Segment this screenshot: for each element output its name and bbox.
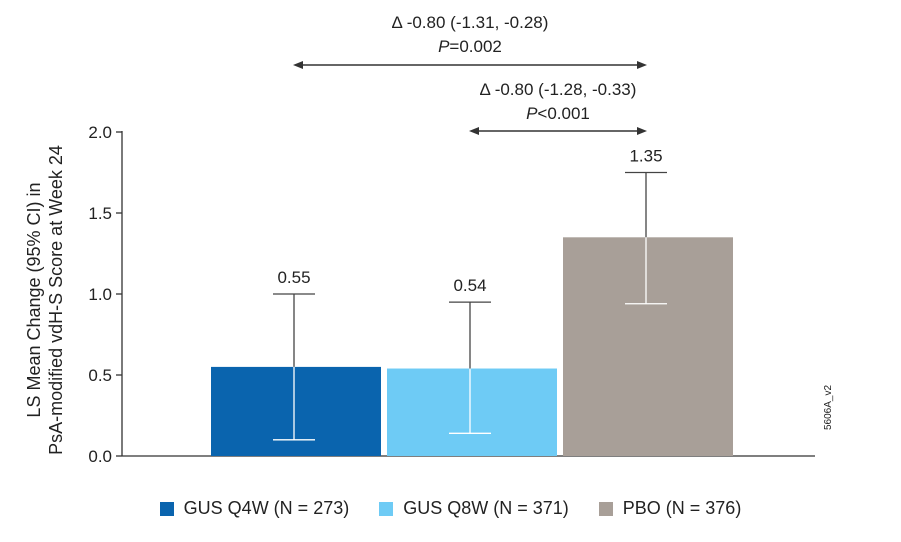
legend: GUS Q4W (N = 273) GUS Q8W (N = 371) PBO …: [0, 498, 901, 519]
comparison-p-label: P=0.002: [438, 37, 502, 56]
p-symbol: P: [526, 104, 538, 123]
p-symbol: P: [438, 37, 450, 56]
y-axis-label-line1: LS Mean Change (95% CI) in: [24, 182, 44, 417]
y-tick-label: 2.0: [88, 123, 112, 142]
legend-item-gus-q8w: GUS Q8W (N = 371): [379, 498, 569, 519]
y-tick-label: 0.0: [88, 447, 112, 466]
p-value: <0.001: [537, 104, 589, 123]
error-bars-group: 0.55 0.54 1.35: [273, 147, 667, 441]
bar: [211, 366, 381, 456]
legend-item-gus-q4w: GUS Q4W (N = 273): [159, 498, 350, 519]
figure-code: 5606A_v2: [823, 384, 834, 430]
legend-swatch-gus-q8w: [379, 501, 394, 516]
y-tick-label: 0.5: [88, 366, 112, 385]
data-label: 0.55: [277, 268, 310, 287]
legend-label-gus-q4w: GUS Q4W (N = 273): [183, 498, 350, 518]
legend-swatch-pbo: [598, 501, 613, 516]
data-label: 1.35: [629, 147, 662, 166]
legend-label-gus-q8w: GUS Q8W (N = 371): [403, 498, 569, 518]
comparison-delta-label: Δ -0.80 (-1.31, -0.28): [392, 13, 549, 32]
bars-group: [211, 237, 733, 456]
bar: [563, 237, 733, 456]
bar: [387, 368, 557, 456]
y-tick-label: 1.5: [88, 204, 112, 223]
legend-swatch-gus-q4w: [159, 501, 174, 516]
y-tick-label: 1.0: [88, 285, 112, 304]
legend-item-pbo: PBO (N = 376): [598, 498, 742, 519]
p-value: =0.002: [449, 37, 501, 56]
comparison-p-label: P<0.001: [526, 104, 590, 123]
y-axis-label-line2: PsA-modified vdH-S Score at Week 24: [46, 145, 66, 455]
comparison-delta-label: Δ -0.80 (-1.28, -0.33): [480, 80, 637, 99]
data-label: 0.54: [453, 276, 486, 295]
legend-label-pbo: PBO (N = 376): [622, 498, 742, 518]
